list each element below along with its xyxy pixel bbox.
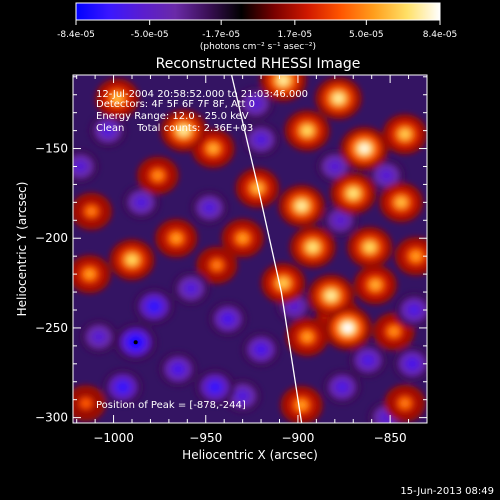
colorbar-tick-label: -8.4e-05 [57,30,95,40]
heatmap-blob [76,162,85,171]
heatmap-blob [290,302,299,311]
heatmap-blob [363,356,373,365]
colorbar-tick-label: -5.0e-05 [131,30,169,40]
heatmap-blob [278,278,289,288]
colorbar-tick-label: 8.4e-05 [423,30,458,40]
heatmap-blob [85,270,95,279]
heatmap-blob [87,207,96,216]
heatmap-blob [81,399,90,407]
y-axis-label: Heliocentric Y (arcsec) [15,182,29,317]
heatmap-blob [208,144,218,153]
heatmap-blob [389,327,399,336]
heatmap-blob [400,129,410,139]
y-axis-ticks: −300 −250 −200 −150 [35,76,427,425]
x-tick-label: −950 [189,431,222,445]
colorbar-unit-label: (photons cm⁻² s⁻¹ asec⁻²) [200,42,316,52]
heatmap-blob [302,126,313,136]
y-tick-label: −300 [35,411,68,425]
heatmap-blob [382,413,391,422]
chart-title: Reconstructed RHESSI Image [156,56,361,72]
heatmap-blob [178,125,189,136]
heatmap-blob [348,188,359,198]
plot-frame [72,74,428,424]
heatmap-blob [212,261,222,270]
colorbar: -8.4e-05 -5.0e-05 -1.7e-05 1.7e-05 5.0e-05 8.… [57,2,457,52]
heatmap-blob [205,203,214,212]
heatmap-blob [153,171,163,180]
heatmap-blob [256,345,266,354]
colorbar-tick-label: 1.7e-05 [278,30,313,40]
y-tick-label: −150 [35,142,68,156]
render-timestamp: 15-Jun-2013 08:49 [400,486,494,497]
heatmap-blobs [73,75,427,423]
heatmap-blob [411,252,421,261]
heatmap-blob [296,201,307,211]
heatmap-blob [112,94,122,103]
heatmap-blob [136,198,146,207]
heatmap-blob [336,216,345,224]
colorbar-ticks: -8.4e-05 -5.0e-05 -1.7e-05 1.7e-05 5.0e-05 8.… [57,20,457,40]
heatmap-blob [382,171,391,180]
heatmap-blob [330,162,339,171]
annotation-time-range: 12-Jul-2004 20:58:52.000 to 21:03:46.000 [96,89,308,100]
y-tick-label: −200 [35,231,68,245]
heatmap-blob [94,333,103,341]
heatmap-blob [302,332,312,341]
heatmap-blob [364,242,375,252]
heatmap-blob [333,93,344,104]
annotation-energy-range: Energy Range: 12.0 - 25.0 keV [96,111,249,122]
x-tick-label: −1000 [93,431,134,445]
solar-limb-line [230,75,303,423]
x-axis-ticks: −1000 −950 −900 −850 [76,75,428,445]
heatmap-blob [358,143,370,154]
annotation-detectors: Detectors: 4F 5F 6F 7F 8F, Att 0 [96,99,255,110]
colorbar-tick-label: -1.7e-05 [202,30,240,40]
annotation-block: 12-Jul-2004 20:58:52.000 to 21:03:46.000 [96,89,308,100]
heatmap-blob [256,135,266,144]
heatmap-blob [238,392,247,400]
annotation-clean-counts: Clean Total counts: 2.36E+03 [96,123,253,134]
heatmap-blob [278,75,289,86]
heatmap-blob [307,242,318,252]
peak-marker [133,340,138,345]
colorbar-strip [75,2,441,21]
minimum-dot [133,340,138,345]
heatmap-blob [223,314,233,324]
heatmap-blob [342,322,354,333]
x-tick-label: −900 [281,431,314,445]
heatmap-blob [409,305,419,314]
heatmap-blob [127,255,137,265]
heatmap-blob [103,126,113,135]
heatmap-blob [117,382,128,392]
annotation-block-2: Detectors: 4F 5F 6F 7F 8F, Att 0 Energy … [96,99,255,134]
heatmap-blob [186,284,196,293]
heatmap-blob [238,234,248,243]
heatmap-blob [400,399,410,408]
heatmap-blob [251,99,260,108]
heatmap-blob [407,359,417,368]
heatmap-blob [337,383,347,392]
heatmap [73,75,427,423]
x-tick-label: −850 [374,431,407,445]
x-axis-label: Heliocentric X (arcsec) [182,448,318,462]
heatmap-blob [149,301,160,311]
heatmap-blob [210,382,220,392]
heatmap-blob [396,198,406,207]
y-tick-label: −250 [35,321,68,335]
colorbar-tick-label: 5.0e-05 [349,30,384,40]
heatmap-blob [171,234,181,243]
heatmap-blob [325,290,337,301]
heatmap-blob [173,365,183,374]
heatmap-blob [370,280,380,290]
heatmap-blob [252,183,263,193]
peak-position-label: Position of Peak = [-878,-244] [96,400,246,411]
plot-area: −1000 −950 −900 −850 −300 −250 −200 −150 12-Ju… [35,74,428,445]
